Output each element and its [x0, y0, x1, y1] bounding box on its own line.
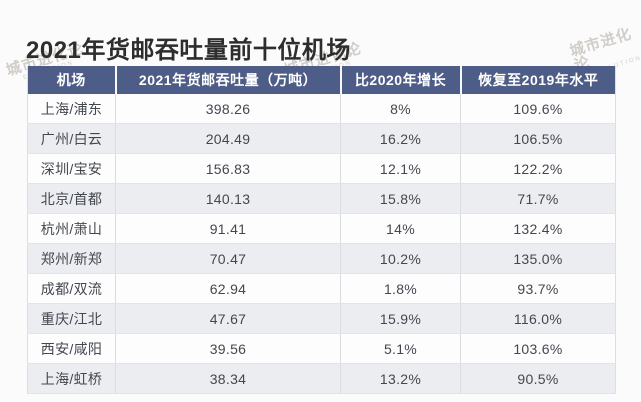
airport-cell: 成都/双流 — [27, 273, 116, 304]
value-cell: 14% — [340, 213, 461, 244]
table-row: 成都/双流 62.94 1.8% 93.7% — [27, 273, 616, 304]
value-cell: 122.2% — [460, 153, 616, 184]
table-row: 重庆/江北 47.67 15.9% 116.0% — [27, 303, 616, 334]
value-cell: 38.34 — [115, 363, 341, 394]
table-row: 上海/浦东 398.26 8% 109.6% — [27, 94, 616, 124]
airport-cell: 广州/白云 — [27, 123, 116, 154]
value-cell: 8% — [340, 94, 461, 124]
table-row: 西安/咸阳 39.56 5.1% 103.6% — [27, 333, 616, 364]
value-cell: 62.94 — [115, 273, 341, 304]
value-cell: 135.0% — [460, 243, 616, 274]
value-cell: 47.67 — [115, 303, 341, 334]
value-cell: 15.9% — [340, 303, 461, 334]
column-header-recovery: 恢复至2019年水平 — [459, 66, 616, 94]
column-header-throughput: 2021年货邮吞吐量（万吨） — [114, 66, 341, 94]
value-cell: 103.6% — [460, 333, 616, 364]
airport-throughput-table: 机场 2021年货邮吞吐量（万吨） 比2020年增长 恢复至2019年水平 上海… — [27, 66, 616, 394]
table-header-row: 机场 2021年货邮吞吐量（万吨） 比2020年增长 恢复至2019年水平 — [27, 66, 616, 94]
value-cell: 140.13 — [115, 183, 341, 214]
table-row: 杭州/萧山 91.41 14% 132.4% — [27, 213, 616, 244]
value-cell: 90.5% — [460, 363, 616, 394]
column-header-airport: 机场 — [27, 66, 116, 94]
table-row: 上海/虹桥 38.34 13.2% 90.5% — [27, 363, 616, 394]
table-body: 上海/浦东 398.26 8% 109.6% 广州/白云 204.49 16.2% 106.5… — [27, 94, 616, 394]
value-cell: 91.41 — [115, 213, 341, 244]
airport-cell: 西安/咸阳 — [27, 333, 116, 364]
value-cell: 93.7% — [460, 273, 616, 304]
value-cell: 204.49 — [115, 123, 341, 154]
value-cell: 398.26 — [115, 94, 341, 124]
airport-cell: 郑州/新郑 — [27, 243, 116, 274]
airport-cell: 杭州/萧山 — [27, 213, 116, 244]
page-title: 2021年货邮吞吐量前十位机场 — [26, 37, 351, 65]
table-header: 机场 2021年货邮吞吐量（万吨） 比2020年增长 恢复至2019年水平 — [27, 66, 616, 94]
airport-cell: 北京/首都 — [27, 183, 116, 214]
value-cell: 12.1% — [340, 153, 461, 184]
value-cell: 1.8% — [340, 273, 461, 304]
value-cell: 156.83 — [115, 153, 341, 184]
value-cell: 39.56 — [115, 333, 341, 364]
column-header-growth: 比2020年增长 — [339, 66, 461, 94]
value-cell: 106.5% — [460, 123, 616, 154]
table-row: 郑州/新郑 70.47 10.2% 135.0% — [27, 243, 616, 274]
value-cell: 10.2% — [340, 243, 461, 274]
airport-cell: 上海/浦东 — [27, 94, 116, 124]
table-row: 广州/白云 204.49 16.2% 106.5% — [27, 123, 616, 154]
airport-cell: 深圳/宝安 — [27, 153, 116, 184]
value-cell: 71.7% — [460, 183, 616, 214]
value-cell: 16.2% — [340, 123, 461, 154]
value-cell: 132.4% — [460, 213, 616, 244]
airport-cell: 上海/虹桥 — [27, 363, 116, 394]
table-row: 北京/首都 140.13 15.8% 71.7% — [27, 183, 616, 214]
value-cell: 13.2% — [340, 363, 461, 394]
value-cell: 70.47 — [115, 243, 341, 274]
value-cell: 15.8% — [340, 183, 461, 214]
value-cell: 109.6% — [460, 94, 616, 124]
airport-cell: 重庆/江北 — [27, 303, 116, 334]
table-row: 深圳/宝安 156.83 12.1% 122.2% — [27, 153, 616, 184]
value-cell: 116.0% — [460, 303, 616, 334]
value-cell: 5.1% — [340, 333, 461, 364]
